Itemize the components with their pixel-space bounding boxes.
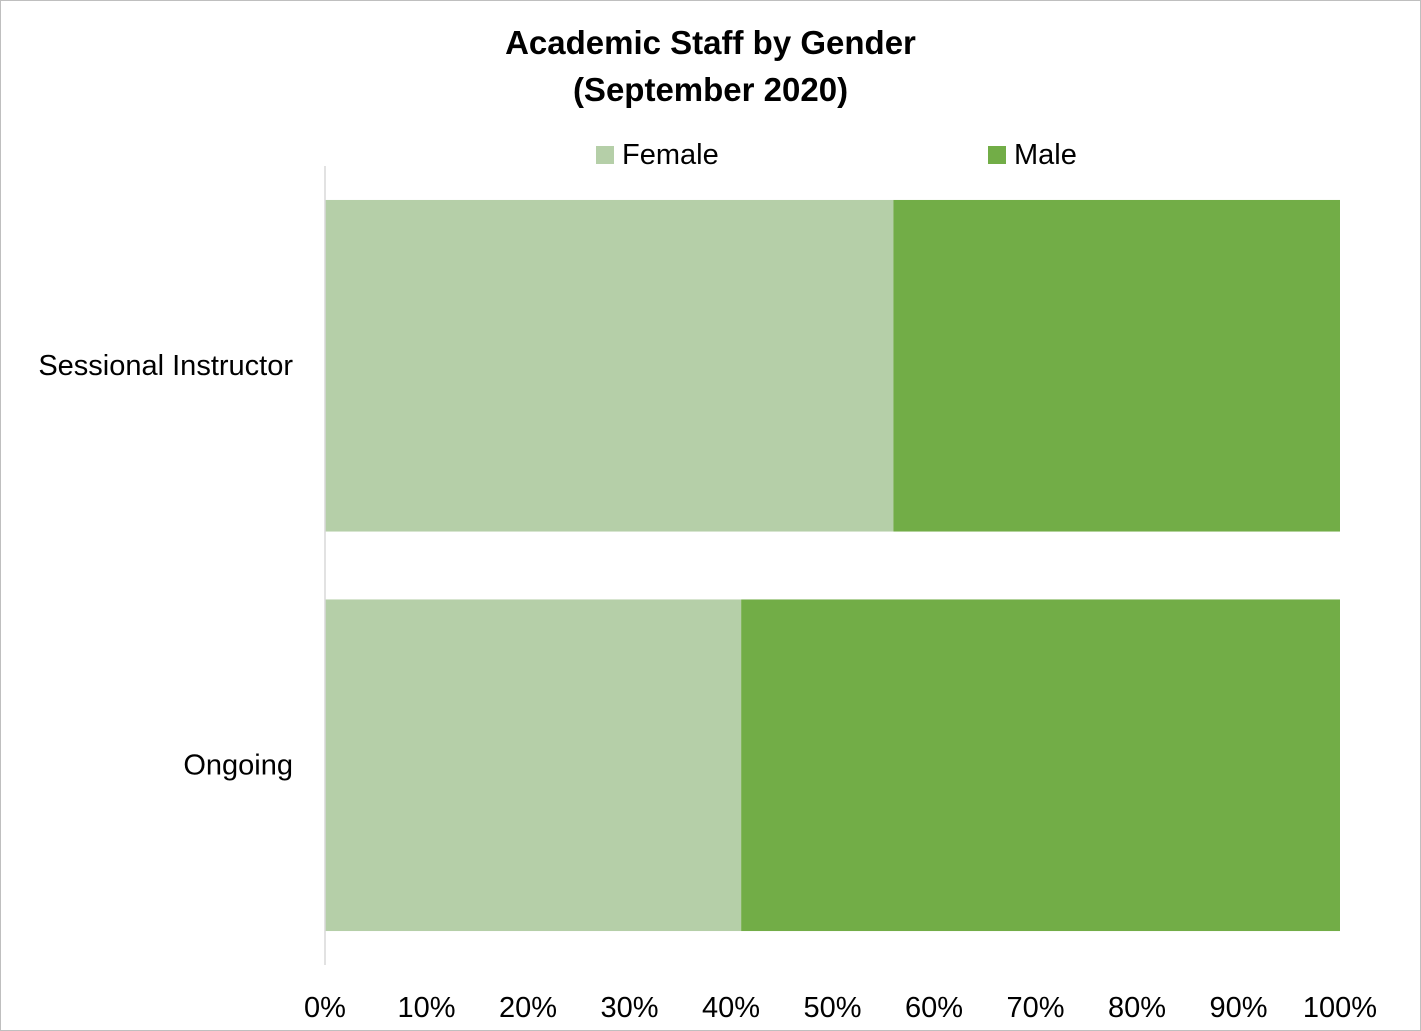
bar-male-sessional-instructor [893, 199, 1340, 532]
category-label-sessional-instructor: Sessional Instructor [38, 350, 293, 382]
category-label-ongoing: Ongoing [183, 749, 293, 781]
legend: Female Male [596, 139, 1077, 171]
x-tick-label: 20% [499, 992, 557, 1024]
x-tick-label: 40% [702, 992, 760, 1024]
x-tick-label: 80% [1108, 992, 1166, 1024]
chart-title: Academic Staff by Gender [505, 24, 916, 61]
legend-swatch-male [988, 146, 1006, 164]
bar-female-ongoing [325, 599, 742, 932]
legend-swatch-female [596, 146, 614, 164]
x-tick-label: 50% [803, 992, 861, 1024]
x-tick-label: 0% [304, 992, 346, 1024]
y-axis-labels: Sessional Instructor Ongoing [38, 350, 293, 782]
legend-label-male: Male [1014, 139, 1077, 171]
x-tick-label: 10% [397, 992, 455, 1024]
legend-label-female: Female [622, 139, 719, 171]
x-axis-tick-labels: 0% 10% 20% 30% 40% 50% 60% 70% 80% 90% 100% [304, 992, 1377, 1024]
bar-male-ongoing [741, 599, 1340, 932]
bar-female-sessional-instructor [325, 199, 894, 532]
chart-subtitle: (September 2020) [572, 71, 849, 108]
x-tick-label: 90% [1209, 992, 1267, 1024]
bars-layer [325, 199, 1340, 932]
x-tick-label: 100% [1303, 992, 1377, 1024]
x-tick-label: 30% [600, 992, 658, 1024]
x-tick-label: 70% [1006, 992, 1064, 1024]
x-tick-label: 60% [905, 992, 963, 1024]
